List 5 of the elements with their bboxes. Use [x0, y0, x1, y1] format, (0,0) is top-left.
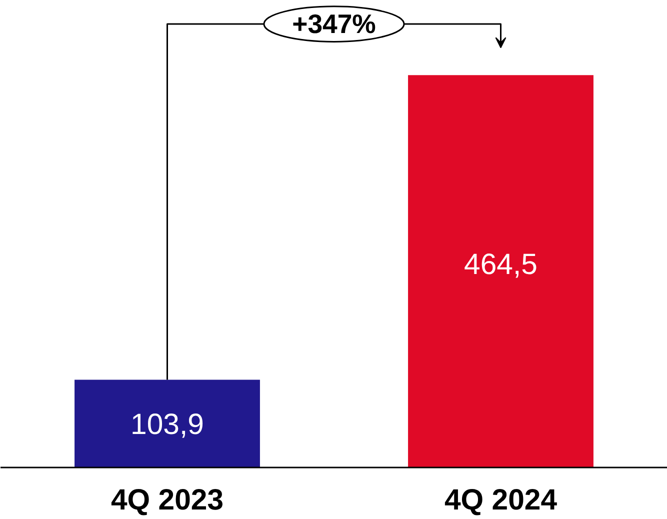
data-label: 103,9 [130, 408, 204, 442]
text: +347% [292, 9, 376, 40]
x-tick-label: 4Q 2024 [444, 484, 558, 516]
data-label: 464,5 [464, 248, 538, 281]
x-tick-label: 4Q 2023 [110, 484, 224, 516]
